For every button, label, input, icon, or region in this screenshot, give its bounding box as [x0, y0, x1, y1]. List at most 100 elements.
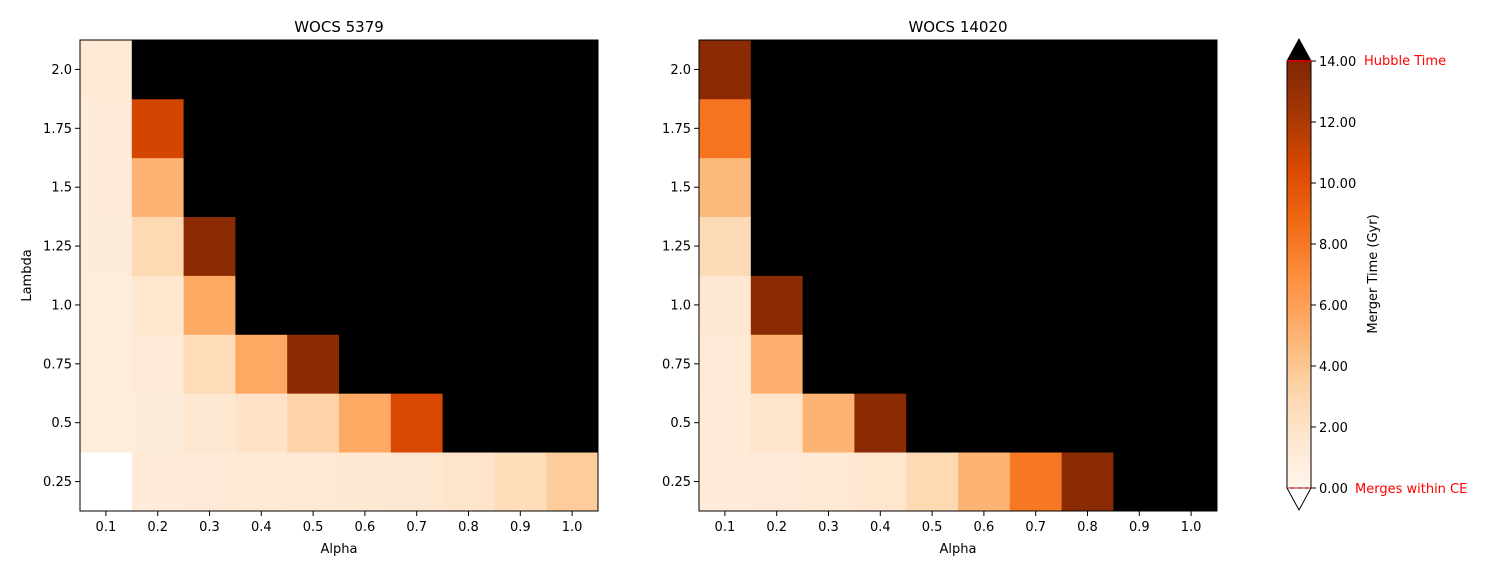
- y-tick-label: 0.25: [43, 475, 72, 490]
- heatmap-cell: [1061, 157, 1114, 218]
- heatmap-cell: [494, 275, 547, 335]
- y-tick-label: 1.5: [51, 181, 72, 196]
- colorbar-under-triangle: [1286, 487, 1312, 512]
- heatmap-cell: [750, 98, 803, 159]
- chart-title: WOCS 5379: [294, 18, 384, 36]
- heatmap-cell: [131, 275, 184, 335]
- colorbar-ticks: 0.00 2.00 4.00 6.00 8.00 10.00 12.00 14.00: [1311, 55, 1356, 497]
- heatmap-cell: [339, 98, 392, 159]
- heatmap-cells: [699, 40, 1218, 512]
- x-axis: 0.1 0.2 0.3 0.4 0.5 0.6 0.7 0.8 0.9 1.0: [96, 511, 583, 535]
- x-tick-label: 0.9: [510, 520, 531, 535]
- heatmap-cell: [287, 98, 340, 159]
- y-tick-label: 2.0: [670, 63, 691, 78]
- heatmap-cell: [442, 393, 495, 453]
- heatmap-cell: [1061, 216, 1114, 276]
- heatmap-cell: [390, 275, 443, 335]
- colorbar-tick-label: 6.00: [1319, 299, 1348, 314]
- y-tick-label: 1.25: [662, 240, 691, 255]
- heatmap-panel-wocs-14020: WOCS 14020 0.1 0.2 0.3 0.4 0.5 0.6 0.7 0.8 0.9 1.…: [662, 18, 1218, 557]
- heatmap-cell: [494, 98, 547, 159]
- heatmap-cells: [80, 40, 599, 512]
- y-tick-label: 1.75: [662, 122, 691, 137]
- heatmap-cell: [699, 393, 752, 453]
- x-axis: 0.1 0.2 0.3 0.4 0.5 0.6 0.7 0.8 0.9 1.0: [715, 511, 1201, 535]
- heatmap-cell: [339, 275, 392, 335]
- heatmap-cell: [183, 216, 236, 276]
- heatmap-cell: [390, 393, 443, 453]
- heatmap-cell: [390, 216, 443, 276]
- x-tick-label: 0.2: [766, 520, 787, 535]
- heatmap-cell: [750, 452, 803, 512]
- heatmap-cell: [1113, 275, 1166, 335]
- heatmap-cell: [854, 98, 907, 159]
- x-tick-label: 0.7: [406, 520, 427, 535]
- colorbar-gradient: [1287, 61, 1311, 488]
- x-tick-label: 0.3: [199, 520, 220, 535]
- x-tick-label: 0.4: [870, 520, 891, 535]
- heatmap-cell: [287, 334, 340, 394]
- x-axis-label: Alpha: [940, 542, 977, 557]
- heatmap-cell: [131, 157, 184, 218]
- heatmap-cell: [1165, 98, 1218, 159]
- heatmap-cell: [699, 40, 752, 100]
- heatmap-cell: [854, 393, 907, 453]
- heatmap-cell: [1165, 393, 1218, 453]
- colorbar-tick-label: 2.00: [1319, 421, 1348, 436]
- x-tick-label: 0.2: [147, 520, 168, 535]
- heatmap-cell: [854, 334, 907, 394]
- x-tick-label: 0.8: [458, 520, 479, 535]
- heatmap-cell: [699, 216, 752, 276]
- heatmap-cell: [339, 40, 392, 100]
- x-tick-label: 0.6: [974, 520, 995, 535]
- x-tick-label: 0.4: [251, 520, 272, 535]
- heatmap-cell: [958, 216, 1011, 276]
- heatmap-cell: [906, 452, 959, 512]
- x-tick-label: 1.0: [562, 520, 583, 535]
- heatmap-cell: [546, 98, 599, 159]
- heatmap-cell: [80, 157, 133, 218]
- heatmap-cell: [80, 275, 133, 335]
- colorbar: 0.00 2.00 4.00 6.00 8.00 10.00 12.00 14.00 Merg…: [1286, 37, 1467, 512]
- heatmap-cell: [1113, 393, 1166, 453]
- heatmap-cell: [1061, 40, 1114, 100]
- heatmap-cell: [1061, 393, 1114, 453]
- colorbar-label: Merger Time (Gyr): [1366, 214, 1381, 333]
- heatmap-cell: [80, 40, 133, 100]
- heatmap-cell: [1165, 334, 1218, 394]
- heatmap-cell: [390, 157, 443, 218]
- heatmap-cell: [546, 275, 599, 335]
- heatmap-cell: [1113, 216, 1166, 276]
- heatmap-cell: [546, 452, 599, 512]
- heatmap-cell: [442, 452, 495, 512]
- heatmap-cell: [958, 334, 1011, 394]
- heatmap-cell: [750, 393, 803, 453]
- chart-title: WOCS 14020: [908, 18, 1007, 36]
- hubble-time-annotation: Hubble Time: [1364, 54, 1446, 69]
- heatmap-cell: [339, 157, 392, 218]
- heatmap-cell: [183, 157, 236, 218]
- x-tick-label: 0.5: [303, 520, 324, 535]
- heatmap-cell: [131, 393, 184, 453]
- heatmap-cell: [442, 157, 495, 218]
- heatmap-cell: [131, 40, 184, 100]
- heatmap-cell: [183, 334, 236, 394]
- heatmap-cell: [183, 40, 236, 100]
- heatmap-cell: [750, 275, 803, 335]
- x-axis-label: Alpha: [321, 542, 358, 557]
- y-tick-label: 0.25: [662, 475, 691, 490]
- heatmap-cell: [235, 157, 288, 218]
- heatmap-cell: [131, 452, 184, 512]
- heatmap-cell: [802, 393, 855, 453]
- heatmap-cell: [494, 216, 547, 276]
- heatmap-cell: [750, 40, 803, 100]
- heatmap-cell: [1165, 275, 1218, 335]
- merges-within-ce-annotation: Merges within CE: [1355, 482, 1467, 497]
- colorbar-tick-label: 4.00: [1319, 360, 1348, 375]
- x-tick-label: 0.7: [1025, 520, 1046, 535]
- heatmap-cell: [802, 334, 855, 394]
- heatmap-cell: [1009, 157, 1062, 218]
- colorbar-tick-label: 0.00: [1319, 482, 1348, 497]
- colorbar-tick-label: 14.00: [1319, 55, 1356, 70]
